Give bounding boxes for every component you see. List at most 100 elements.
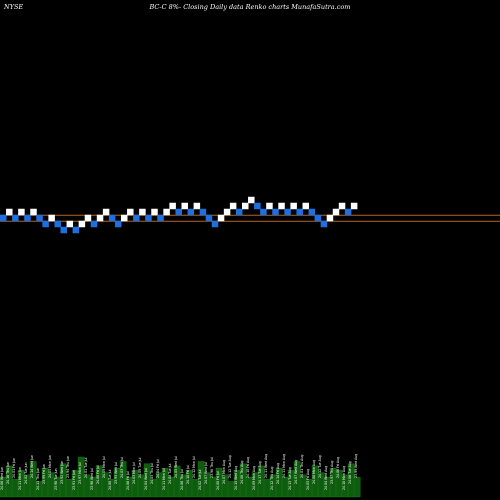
volume-bar-5 bbox=[29, 461, 37, 498]
renko-brick-29 bbox=[175, 208, 182, 216]
renko-brick-58 bbox=[350, 202, 358, 210]
date-label-23: 24.09 Tue Jul bbox=[138, 457, 142, 478]
date-label-13: 23.97 Mon Jul bbox=[78, 462, 82, 484]
date-label-26: 24.04 Fri Jul bbox=[156, 459, 160, 478]
date-label-2: 24.01 Fri Jun bbox=[12, 458, 16, 478]
date-label-58: 24.06 Tue Aug bbox=[348, 461, 352, 484]
renko-brick-2 bbox=[12, 214, 19, 222]
renko-brick-9 bbox=[54, 220, 61, 228]
date-label-15: 23.96 Wed Jul bbox=[90, 468, 94, 490]
date-label-4: 24.02 Tue Jun bbox=[24, 462, 28, 484]
date-label-17: 24.09 Mon Jul bbox=[102, 456, 106, 478]
date-label-36: 24.00 Fri Jul bbox=[216, 471, 220, 490]
renko-brick-45 bbox=[272, 208, 279, 216]
date-label-31: 24.10 Fri Jul bbox=[186, 465, 190, 484]
renko-brick-50 bbox=[302, 202, 309, 210]
renko-brick-44 bbox=[266, 202, 273, 210]
renko-brick-42 bbox=[254, 202, 261, 210]
renko-brick-49 bbox=[296, 208, 303, 216]
date-label-37: 24.07 Mon Aug bbox=[222, 460, 226, 484]
renko-brick-21 bbox=[127, 208, 134, 216]
date-label-25: 24.05 Thu Jul bbox=[150, 463, 154, 484]
date-label-56: 24.06 Fri Aug bbox=[336, 457, 340, 478]
date-label-51: 24.05 Fri Aug bbox=[306, 469, 310, 490]
renko-brick-46 bbox=[278, 202, 285, 210]
chart-title: BC-C 8%- Closing Daily data Renko charts… bbox=[149, 3, 351, 11]
renko-brick-40 bbox=[242, 202, 249, 210]
date-label-8: 24.05 Mon Jun bbox=[48, 455, 52, 478]
date-label-14: 24.01 Tue Jul bbox=[84, 457, 88, 478]
renko-brick-3 bbox=[18, 208, 25, 216]
date-label-9: 23.98 Tue Jun bbox=[54, 468, 58, 490]
date-label-47: 24.11 Mon Aug bbox=[282, 454, 286, 478]
date-label-33: 24.02 Tue Jul bbox=[198, 469, 202, 490]
renko-brick-38 bbox=[229, 202, 237, 210]
date-label-32: 24.12 Mon Jul bbox=[192, 456, 196, 478]
renko-brick-24 bbox=[145, 214, 152, 222]
date-label-0: 24.06 Wed Jun bbox=[0, 467, 4, 490]
renko-brick-10 bbox=[60, 226, 67, 234]
date-label-28: 24.08 Tue Jul bbox=[168, 463, 172, 484]
renko-brick-33 bbox=[199, 208, 207, 216]
date-label-21: 24.06 Fri Jul bbox=[126, 471, 130, 490]
renko-brick-47 bbox=[284, 208, 291, 216]
date-label-50: 24.01 Thu Aug bbox=[300, 455, 304, 478]
date-label-12: 23.91 Fri Jun bbox=[72, 470, 76, 490]
date-label-52: 24.08 Mon Aug bbox=[312, 460, 316, 484]
renko-brick-18 bbox=[108, 214, 116, 222]
date-label-24: 24.04 Wed Jul bbox=[144, 468, 148, 490]
renko-brick-15 bbox=[90, 220, 98, 228]
renko-brick-34 bbox=[205, 214, 213, 222]
date-label-1: 24.16 Thu Jun bbox=[6, 462, 10, 484]
date-label-5: 24.14 Wed Jun bbox=[30, 455, 34, 478]
date-label-39: 24.15 Wed Aug bbox=[234, 466, 238, 490]
volume-bars bbox=[0, 456, 361, 498]
renko-brick-56 bbox=[338, 202, 346, 210]
date-label-16: 24.08 Fri Jul bbox=[96, 465, 100, 484]
date-label-7: 23.99 Fri Jun bbox=[42, 464, 46, 484]
renko-brick-22 bbox=[133, 214, 140, 222]
renko-brick-28 bbox=[169, 202, 176, 210]
renko-brick-12 bbox=[72, 226, 80, 234]
renko-brick-27 bbox=[163, 208, 170, 216]
date-label-6: 24.11 Thu Jun bbox=[36, 468, 40, 490]
reference-lines bbox=[0, 214, 500, 222]
date-label-45: 24.12 Thu Aug bbox=[270, 467, 274, 490]
date-label-34: 24.07 Wed Jul bbox=[204, 462, 208, 484]
date-label-53: 24.12 Tue Aug bbox=[318, 455, 322, 478]
date-label-55: 23.97 Thu Aug bbox=[330, 461, 334, 484]
date-label-29: 24.05 Wed Jul bbox=[174, 456, 178, 478]
date-label-42: 24.09 Mon Aug bbox=[252, 466, 256, 490]
renko-brick-8 bbox=[48, 214, 55, 222]
date-label-41: 24.10 Fri Aug bbox=[246, 457, 250, 478]
date-label-19: 23.93 Wed Jul bbox=[114, 462, 118, 484]
renko-brick-26 bbox=[157, 214, 164, 222]
renko-brick-17 bbox=[102, 208, 110, 216]
date-label-3: 24.11 Mon Jun bbox=[18, 467, 22, 490]
renko-brick-55 bbox=[332, 208, 340, 216]
exchange-label: NYSE bbox=[4, 3, 24, 11]
date-label-18: 24.08 Tue Jul bbox=[108, 469, 112, 490]
date-label-35: 23.98 Thu Jul bbox=[210, 457, 214, 478]
renko-brick-14 bbox=[84, 214, 92, 222]
renko-brick-43 bbox=[260, 208, 267, 216]
date-label-57: 24.10 Mon Aug bbox=[342, 466, 346, 490]
renko-brick-6 bbox=[36, 214, 43, 222]
renko-brick-52 bbox=[314, 214, 322, 222]
date-label-59: 23.99 Wed Aug bbox=[354, 454, 358, 478]
volume-bar-59 bbox=[353, 476, 361, 498]
date-label-44: 24.11 Wed Aug bbox=[264, 454, 268, 478]
renko-brick-11 bbox=[66, 220, 74, 228]
date-label-30: 24.06 Thu Jul bbox=[180, 469, 184, 490]
renko-brick-53 bbox=[320, 220, 328, 228]
renko-brick-54 bbox=[326, 214, 334, 222]
renko-brick-41 bbox=[248, 196, 255, 204]
renko-brick-16 bbox=[96, 214, 104, 222]
renko-brick-5 bbox=[30, 208, 37, 216]
renko-brick-4 bbox=[24, 214, 31, 222]
date-label-46: 24.14 Fri Aug bbox=[276, 463, 280, 484]
date-label-10: 23.92 Wed Jun bbox=[60, 461, 64, 484]
renko-brick-25 bbox=[151, 208, 158, 216]
renko-brick-30 bbox=[181, 202, 188, 210]
date-label-20: 24.03 Thu Jul bbox=[120, 457, 124, 478]
